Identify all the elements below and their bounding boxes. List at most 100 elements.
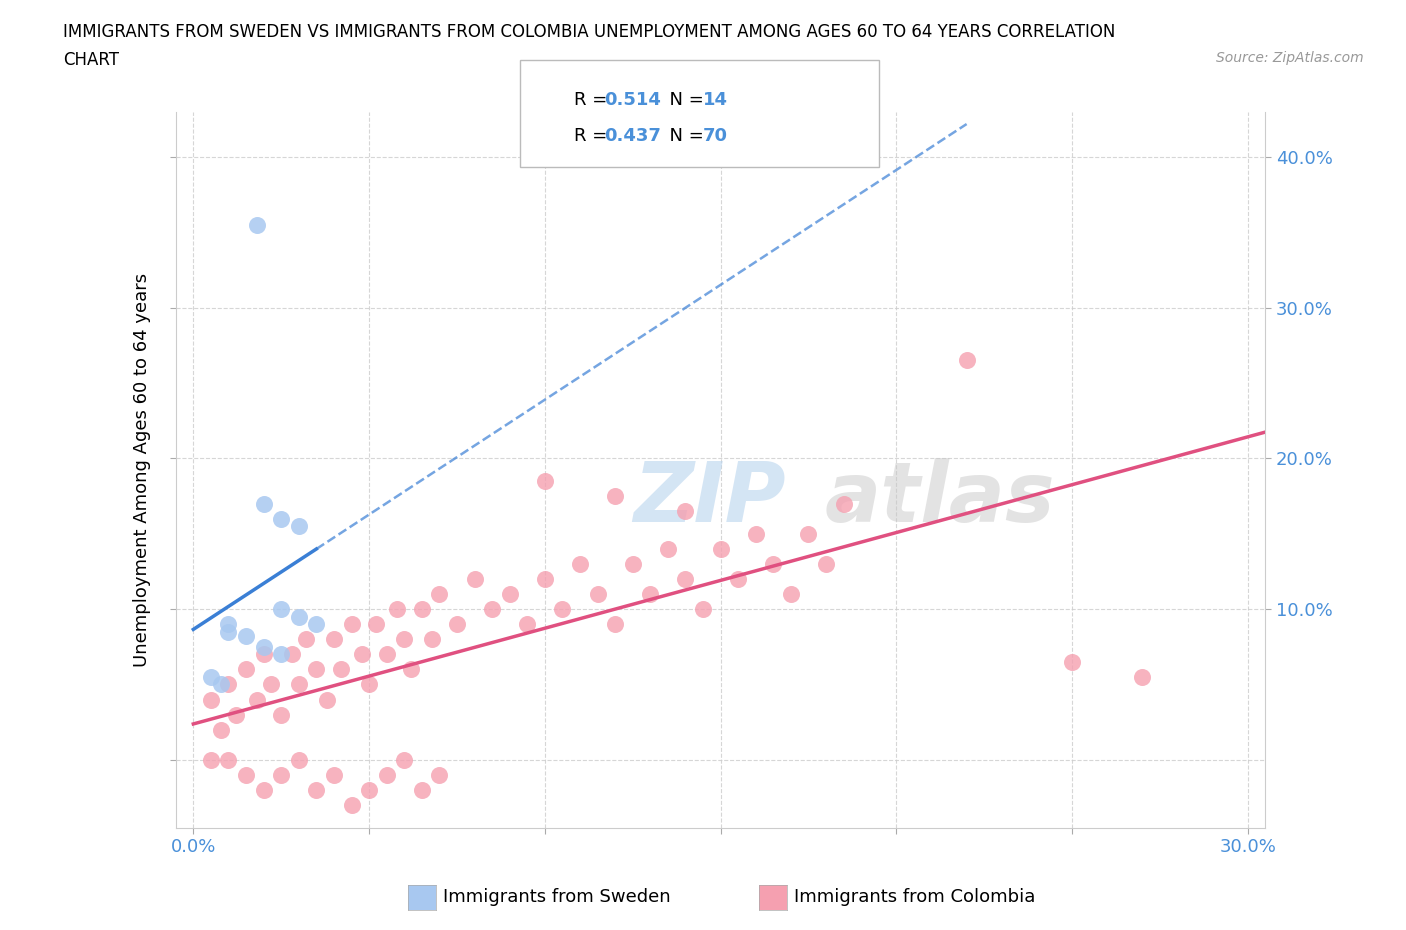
Point bbox=[323, 631, 346, 646]
Point bbox=[270, 707, 292, 722]
Point bbox=[340, 617, 363, 631]
Point bbox=[411, 782, 433, 797]
Point bbox=[218, 677, 240, 692]
Point bbox=[762, 556, 785, 571]
Point bbox=[200, 752, 222, 767]
Text: Source: ZipAtlas.com: Source: ZipAtlas.com bbox=[1216, 51, 1364, 65]
Text: N =: N = bbox=[658, 126, 710, 145]
Point bbox=[359, 677, 381, 692]
Point bbox=[235, 767, 257, 782]
Point bbox=[394, 752, 416, 767]
Point bbox=[394, 631, 416, 646]
Point bbox=[270, 602, 292, 617]
Point bbox=[568, 556, 592, 571]
Point bbox=[675, 572, 697, 587]
Point bbox=[305, 782, 328, 797]
Point bbox=[218, 617, 240, 631]
Point bbox=[586, 587, 609, 602]
Point bbox=[551, 602, 574, 617]
Point bbox=[270, 512, 292, 526]
Text: 14: 14 bbox=[703, 90, 728, 109]
Point bbox=[481, 602, 503, 617]
Point bbox=[956, 352, 979, 367]
Point bbox=[235, 662, 257, 677]
Point bbox=[218, 624, 240, 639]
Text: atlas: atlas bbox=[824, 458, 1054, 538]
Point bbox=[359, 782, 381, 797]
Point bbox=[316, 692, 339, 707]
Point bbox=[375, 647, 398, 662]
Point bbox=[323, 767, 346, 782]
Point bbox=[281, 647, 304, 662]
Point bbox=[225, 707, 247, 722]
Point bbox=[657, 541, 679, 556]
Point bbox=[422, 631, 444, 646]
Point bbox=[375, 767, 398, 782]
Text: R =: R = bbox=[574, 90, 613, 109]
Text: 0.514: 0.514 bbox=[605, 90, 661, 109]
Point bbox=[200, 692, 222, 707]
Point bbox=[675, 504, 697, 519]
Point bbox=[815, 556, 838, 571]
Point bbox=[446, 617, 468, 631]
Point bbox=[797, 526, 820, 541]
Point bbox=[640, 587, 662, 602]
Point bbox=[211, 677, 233, 692]
Point bbox=[253, 496, 276, 511]
Point bbox=[352, 647, 374, 662]
Point bbox=[270, 647, 292, 662]
Point bbox=[246, 692, 269, 707]
Y-axis label: Unemployment Among Ages 60 to 64 years: Unemployment Among Ages 60 to 64 years bbox=[134, 272, 152, 667]
Point bbox=[727, 572, 749, 587]
Point bbox=[288, 519, 311, 534]
Point bbox=[534, 572, 557, 587]
Text: Immigrants from Colombia: Immigrants from Colombia bbox=[794, 888, 1036, 907]
Point bbox=[253, 647, 276, 662]
Point bbox=[429, 587, 451, 602]
Point bbox=[260, 677, 283, 692]
Point bbox=[780, 587, 803, 602]
Point bbox=[745, 526, 768, 541]
Point bbox=[340, 798, 363, 813]
Point bbox=[692, 602, 714, 617]
Point bbox=[211, 723, 233, 737]
Point bbox=[253, 782, 276, 797]
Point bbox=[305, 617, 328, 631]
Point bbox=[832, 496, 855, 511]
Point bbox=[235, 629, 257, 644]
Point bbox=[411, 602, 433, 617]
Point bbox=[295, 631, 318, 646]
Point bbox=[288, 677, 311, 692]
Point bbox=[330, 662, 353, 677]
Point bbox=[605, 617, 627, 631]
Text: 0.437: 0.437 bbox=[605, 126, 661, 145]
Text: IMMIGRANTS FROM SWEDEN VS IMMIGRANTS FROM COLOMBIA UNEMPLOYMENT AMONG AGES 60 TO: IMMIGRANTS FROM SWEDEN VS IMMIGRANTS FRO… bbox=[63, 23, 1115, 41]
Point bbox=[246, 218, 269, 232]
Point bbox=[1132, 670, 1154, 684]
Point bbox=[401, 662, 423, 677]
Point bbox=[305, 662, 328, 677]
Point bbox=[218, 752, 240, 767]
Point bbox=[1062, 655, 1084, 670]
Point bbox=[534, 473, 557, 488]
Text: R =: R = bbox=[574, 126, 613, 145]
Point bbox=[516, 617, 538, 631]
Point bbox=[270, 767, 292, 782]
Point bbox=[605, 488, 627, 503]
Text: Immigrants from Sweden: Immigrants from Sweden bbox=[443, 888, 671, 907]
Text: ZIP: ZIP bbox=[633, 458, 786, 538]
Point bbox=[499, 587, 522, 602]
Point bbox=[366, 617, 388, 631]
Point bbox=[200, 670, 222, 684]
Point bbox=[288, 609, 311, 624]
Point bbox=[253, 639, 276, 654]
Point bbox=[429, 767, 451, 782]
Point bbox=[710, 541, 733, 556]
Point bbox=[385, 602, 409, 617]
Text: CHART: CHART bbox=[63, 51, 120, 69]
Point bbox=[464, 572, 486, 587]
Text: N =: N = bbox=[658, 90, 710, 109]
Point bbox=[288, 752, 311, 767]
Text: 70: 70 bbox=[703, 126, 728, 145]
Point bbox=[621, 556, 644, 571]
